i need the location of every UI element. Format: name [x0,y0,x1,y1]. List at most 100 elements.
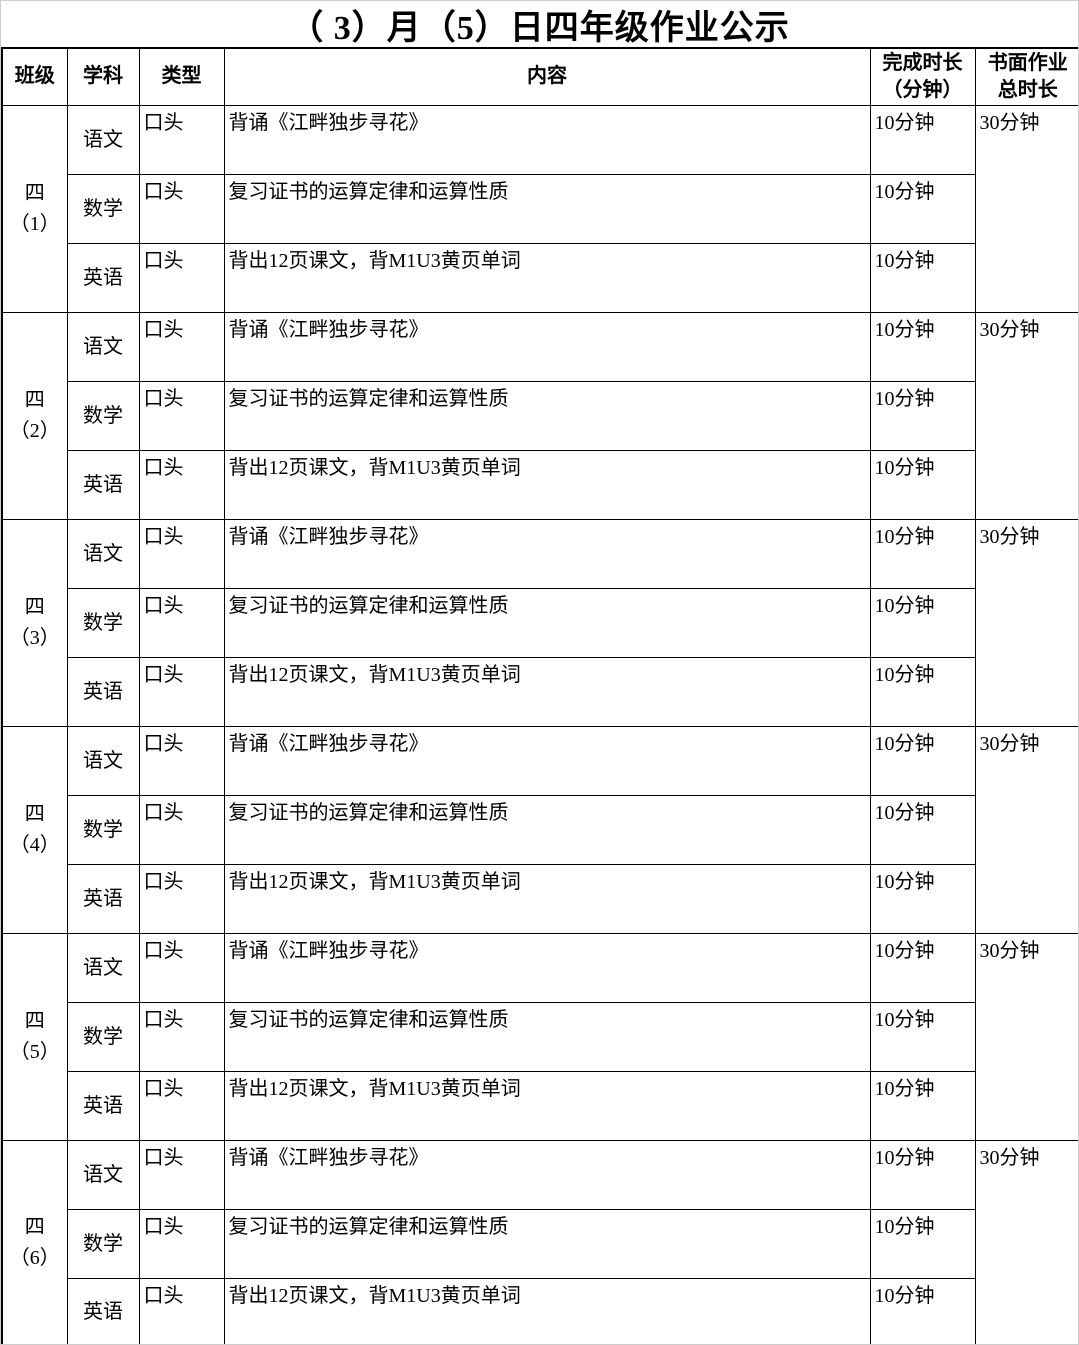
type-cell: 口头 [138,794,225,865]
type-cell: 口头 [138,587,225,658]
content-cell: 复习证书的运算定律和运算性质 [223,173,871,244]
column-header-duration: 完成时长 （分钟） [869,47,976,106]
table-row: 英语 口头 背出12页课文，背M1U3黄页单词 10分钟 [2,1277,1078,1344]
total-duration-cell: 30分钟 [974,932,1078,1141]
page-title: （ 3）月（5）日四年级作业公示 [289,9,790,47]
total-duration-cell: 30分钟 [974,518,1078,727]
duration-cell: 10分钟 [869,104,976,175]
subject-cell: 语文 [66,725,140,796]
subject-cell: 语文 [66,1139,140,1210]
class-cell: 四 （3） [1,518,68,727]
subject-cell: 数学 [66,587,140,658]
duration-cell: 10分钟 [869,1001,976,1072]
subject-cell: 英语 [66,656,140,727]
table-row: 英语 口头 背出12页课文，背M1U3黄页单词 10分钟 [2,656,1078,727]
content-cell: 背诵《江畔独步寻花》 [223,518,871,589]
class-cell: 四 （4） [1,725,68,934]
content-cell: 背出12页课文，背M1U3黄页单词 [223,656,871,727]
subject-cell: 数学 [66,1001,140,1072]
content-cell: 复习证书的运算定律和运算性质 [223,1208,871,1279]
column-header-total: 书面作业 总时长 [974,47,1078,106]
table-row: 数学 口头 复习证书的运算定律和运算性质 10分钟 [2,794,1078,865]
column-header-content: 内容 [223,47,871,106]
table-row: 英语 口头 背出12页课文，背M1U3黄页单词 10分钟 [2,1070,1078,1141]
duration-cell: 10分钟 [869,794,976,865]
content-cell: 背出12页课文，背M1U3黄页单词 [223,863,871,934]
total-duration-cell: 30分钟 [974,104,1078,313]
subject-cell: 数学 [66,380,140,451]
class-cell: 四 （2） [1,311,68,520]
table-row: 数学 口头 复习证书的运算定律和运算性质 10分钟 [2,587,1078,658]
subject-cell: 英语 [66,242,140,313]
content-cell: 背诵《江畔独步寻花》 [223,1139,871,1210]
table-row: 数学 口头 复习证书的运算定律和运算性质 10分钟 [2,1208,1078,1279]
table-row: 数学 口头 复习证书的运算定律和运算性质 10分钟 [2,1001,1078,1072]
type-cell: 口头 [138,725,225,796]
duration-cell: 10分钟 [869,725,976,796]
duration-cell: 10分钟 [869,587,976,658]
table-row: 四 （5） 语文 口头 背诵《江畔独步寻花》 10分钟 30分钟 [1,932,1078,1141]
duration-cell: 10分钟 [869,863,976,934]
total-duration-cell: 30分钟 [974,311,1078,520]
type-cell: 口头 [138,932,225,1003]
table-row: 英语 口头 背出12页课文，背M1U3黄页单词 10分钟 [2,863,1078,934]
table-row: 四 （4） 语文 口头 背诵《江畔独步寻花》 10分钟 30分钟 [1,725,1078,934]
content-cell: 复习证书的运算定律和运算性质 [223,587,871,658]
content-cell: 背诵《江畔独步寻花》 [223,104,871,175]
table-row: 数学 口头 复习证书的运算定律和运算性质 10分钟 [2,173,1078,244]
subject-cell: 英语 [66,1070,140,1141]
duration-cell: 10分钟 [869,311,976,382]
type-cell: 口头 [138,1001,225,1072]
type-cell: 口头 [138,311,225,382]
table-row: 四 （1） 语文 口头 背诵《江畔独步寻花》 10分钟 30分钟 [1,104,1078,313]
table-row: 四 （2） 语文 口头 背诵《江畔独步寻花》 10分钟 30分钟 [1,311,1078,520]
type-cell: 口头 [138,242,225,313]
content-cell: 复习证书的运算定律和运算性质 [223,1001,871,1072]
content-cell: 背诵《江畔独步寻花》 [223,311,871,382]
table-row: 四 （6） 语文 口头 背诵《江畔独步寻花》 10分钟 30分钟 [1,1139,1078,1344]
table-row: 英语 口头 背出12页课文，背M1U3黄页单词 10分钟 [2,242,1078,313]
type-cell: 口头 [138,518,225,589]
subject-cell: 数学 [66,1208,140,1279]
total-duration-cell: 30分钟 [974,725,1078,934]
subject-cell: 语文 [66,311,140,382]
class-cell: 四 （5） [1,932,68,1141]
type-cell: 口头 [138,1208,225,1279]
type-cell: 口头 [138,656,225,727]
type-cell: 口头 [138,449,225,520]
column-header-subject: 学科 [66,47,140,106]
subject-cell: 语文 [66,932,140,1003]
duration-cell: 10分钟 [869,449,976,520]
table-row: 四 （3） 语文 口头 背诵《江畔独步寻花》 10分钟 30分钟 [1,518,1078,727]
duration-cell: 10分钟 [869,1070,976,1141]
type-cell: 口头 [138,1070,225,1141]
column-header-class: 班级 [1,47,68,106]
duration-cell: 10分钟 [869,380,976,451]
duration-cell: 10分钟 [869,1139,976,1210]
class-cell: 四 （6） [1,1139,68,1344]
type-cell: 口头 [138,173,225,244]
content-cell: 背出12页课文，背M1U3黄页单词 [223,242,871,313]
duration-cell: 10分钟 [869,932,976,1003]
content-cell: 背出12页课文，背M1U3黄页单词 [223,1070,871,1141]
duration-cell: 10分钟 [869,518,976,589]
duration-cell: 10分钟 [869,173,976,244]
subject-cell: 语文 [66,104,140,175]
content-cell: 背诵《江畔独步寻花》 [223,932,871,1003]
content-cell: 背出12页课文，背M1U3黄页单词 [223,1277,871,1344]
duration-cell: 10分钟 [869,656,976,727]
content-cell: 复习证书的运算定律和运算性质 [223,380,871,451]
type-cell: 口头 [138,380,225,451]
class-cell: 四 （1） [1,104,68,313]
content-cell: 复习证书的运算定律和运算性质 [223,794,871,865]
subject-cell: 数学 [66,173,140,244]
table-row: 数学 口头 复习证书的运算定律和运算性质 10分钟 [2,380,1078,451]
subject-cell: 语文 [66,518,140,589]
type-cell: 口头 [138,104,225,175]
duration-cell: 10分钟 [869,1208,976,1279]
type-cell: 口头 [138,863,225,934]
type-cell: 口头 [138,1277,225,1344]
subject-cell: 英语 [66,1277,140,1344]
header-row: 班级 学科 类型 内容 完成时长 （分钟） 书面作业 总时长 [1,47,1078,106]
